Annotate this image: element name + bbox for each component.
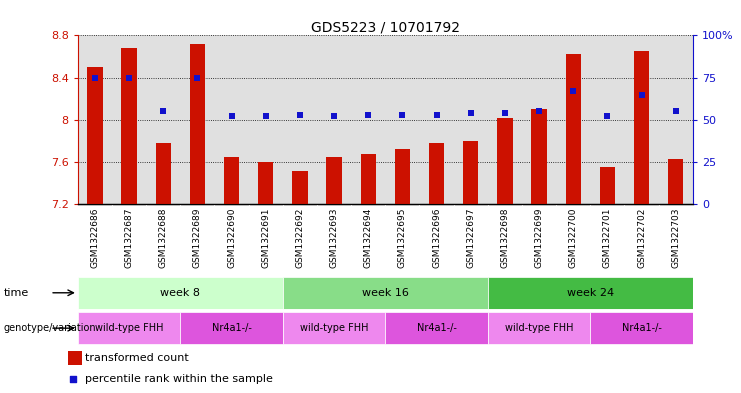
Point	[396, 112, 408, 118]
Bar	[326, 157, 342, 204]
Bar	[488, 277, 693, 309]
Title: GDS5223 / 10701792: GDS5223 / 10701792	[310, 20, 460, 34]
Text: wild-type FHH: wild-type FHH	[505, 323, 574, 333]
Bar	[634, 51, 649, 204]
Text: week 8: week 8	[160, 288, 200, 298]
Point	[499, 110, 511, 116]
Text: GSM1322696: GSM1322696	[432, 208, 441, 268]
Text: GSM1322691: GSM1322691	[262, 208, 270, 268]
Text: GSM1322687: GSM1322687	[124, 208, 133, 268]
Bar	[599, 167, 615, 204]
Bar	[68, 351, 82, 365]
Text: GSM1322694: GSM1322694	[364, 208, 373, 268]
Text: wild-type FHH: wild-type FHH	[95, 323, 163, 333]
Bar	[156, 143, 171, 204]
Bar	[659, 35, 693, 204]
Text: transformed count: transformed count	[85, 353, 189, 363]
Bar	[419, 35, 453, 204]
Text: GSM1322700: GSM1322700	[569, 208, 578, 268]
Text: GSM1322703: GSM1322703	[671, 208, 680, 268]
Point	[123, 74, 135, 81]
Bar	[395, 149, 410, 204]
Text: GSM1322697: GSM1322697	[466, 208, 475, 268]
Bar	[453, 35, 488, 204]
Bar	[565, 54, 581, 204]
Text: GSM1322686: GSM1322686	[90, 208, 99, 268]
Bar	[385, 35, 419, 204]
Text: Nr4a1-/-: Nr4a1-/-	[622, 323, 662, 333]
Point	[636, 91, 648, 97]
Bar	[180, 35, 214, 204]
Bar	[463, 141, 479, 204]
Point	[568, 88, 579, 94]
Bar	[78, 35, 112, 204]
Bar	[361, 154, 376, 204]
Bar	[497, 118, 513, 204]
Bar	[78, 312, 180, 344]
Text: week 16: week 16	[362, 288, 409, 298]
Text: percentile rank within the sample: percentile rank within the sample	[85, 374, 273, 384]
Text: GSM1322688: GSM1322688	[159, 208, 167, 268]
Text: Nr4a1-/-: Nr4a1-/-	[212, 323, 251, 333]
Bar	[351, 35, 385, 204]
Bar	[122, 48, 137, 204]
Text: GSM1322689: GSM1322689	[193, 208, 202, 268]
Point	[89, 74, 101, 81]
Bar	[317, 35, 351, 204]
Bar	[283, 35, 317, 204]
Bar	[488, 35, 522, 204]
Point	[328, 113, 340, 119]
Bar	[522, 35, 556, 204]
Bar	[488, 312, 591, 344]
Bar	[112, 35, 146, 204]
Bar	[214, 35, 249, 204]
Text: Nr4a1-/-: Nr4a1-/-	[416, 323, 456, 333]
Text: genotype/variation: genotype/variation	[4, 323, 96, 333]
Text: GSM1322695: GSM1322695	[398, 208, 407, 268]
Text: GSM1322699: GSM1322699	[534, 208, 544, 268]
Text: GSM1322692: GSM1322692	[296, 208, 305, 268]
Bar	[531, 109, 547, 204]
Text: GSM1322690: GSM1322690	[227, 208, 236, 268]
Bar	[429, 143, 445, 204]
Bar	[385, 312, 488, 344]
Bar	[180, 312, 283, 344]
Bar	[625, 35, 659, 204]
Text: time: time	[4, 288, 29, 298]
Bar	[591, 35, 625, 204]
Point	[157, 108, 169, 114]
Point	[465, 110, 476, 116]
Text: GSM1322698: GSM1322698	[500, 208, 509, 268]
Text: GSM1322693: GSM1322693	[330, 208, 339, 268]
Text: wild-type FHH: wild-type FHH	[300, 323, 368, 333]
Point	[260, 113, 272, 119]
Text: GSM1322701: GSM1322701	[603, 208, 612, 268]
Bar	[258, 162, 273, 204]
Bar	[283, 312, 385, 344]
Point	[362, 112, 374, 118]
Point	[191, 74, 203, 81]
Point	[294, 112, 306, 118]
Bar	[292, 171, 308, 204]
Bar	[146, 35, 180, 204]
Bar	[591, 312, 693, 344]
Text: GSM1322702: GSM1322702	[637, 208, 646, 268]
Point	[670, 108, 682, 114]
Bar	[224, 157, 239, 204]
Point	[431, 112, 442, 118]
Bar	[87, 67, 102, 204]
Point	[225, 113, 237, 119]
Bar	[249, 35, 283, 204]
Point	[534, 108, 545, 114]
Bar	[190, 44, 205, 204]
Bar	[668, 159, 683, 204]
Bar	[78, 277, 283, 309]
Bar	[556, 35, 591, 204]
Point	[602, 113, 614, 119]
Text: week 24: week 24	[567, 288, 614, 298]
Bar	[283, 277, 488, 309]
